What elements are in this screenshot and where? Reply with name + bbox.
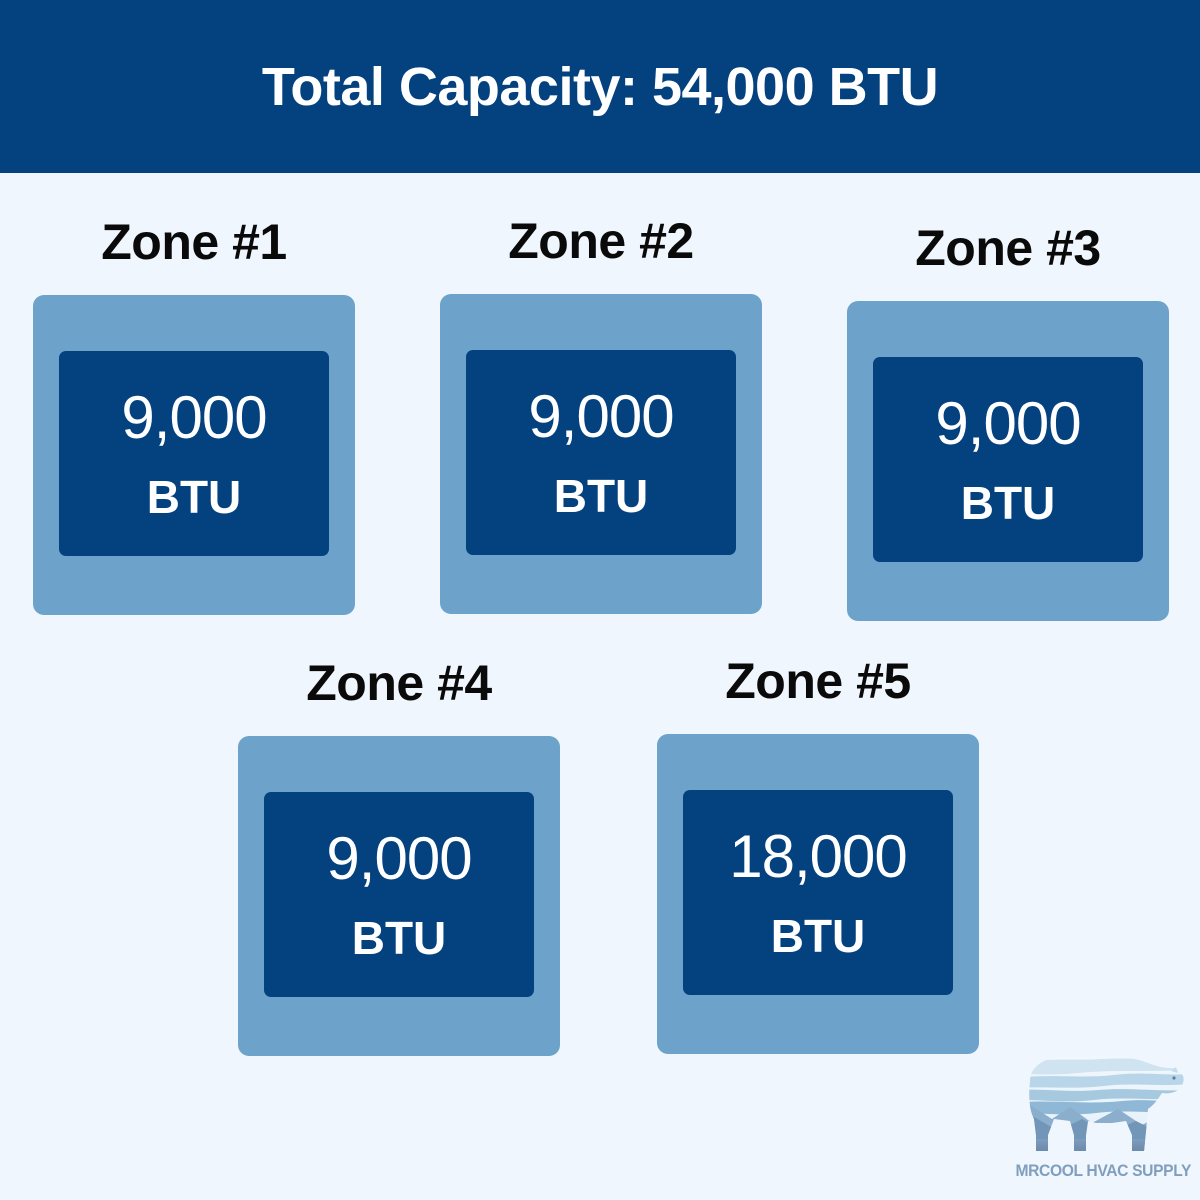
zone-card-4: 9,000 BTU [238,736,560,1056]
page-title: Total Capacity: 54,000 BTU [261,56,939,117]
zone-capacity-box-2: 9,000 BTU [466,350,736,555]
zone-capacity-box-1: 9,000 BTU [59,351,329,556]
zone-label-4: Zone #4 [306,655,492,711]
brand-logo-text: MRCOOL HVAC SUPPLY [1015,1161,1192,1180]
zone-card-2: 9,000 BTU [440,294,762,614]
zone-unit-4: BTU [351,911,447,964]
bear-eye-shape [1172,1076,1176,1080]
zone-capacity-box-3: 9,000 BTU [873,357,1143,562]
zone-unit-2: BTU [553,469,649,522]
zone-value-1: 9,000 [121,383,267,451]
zone-label-3: Zone #3 [915,220,1101,276]
zone-label-5: Zone #5 [725,653,911,709]
header-banner: Total Capacity: 54,000 BTU [0,0,1200,173]
zone-capacity-box-4: 9,000 BTU [264,792,534,997]
zone-block-5: Zone #5 18,000 BTU [657,656,979,1054]
zone-block-3: Zone #3 9,000 BTU [847,223,1169,621]
zone-card-1: 9,000 BTU [33,295,355,615]
zone-value-2: 9,000 [528,382,674,450]
zone-block-2: Zone #2 9,000 BTU [440,216,762,614]
zone-unit-1: BTU [146,470,242,523]
zone-capacity-box-5: 18,000 BTU [683,790,953,995]
zone-value-3: 9,000 [935,389,1081,457]
zone-unit-5: BTU [770,909,866,962]
brand-logo: MRCOOL HVAC SUPPLY [1008,1035,1194,1195]
zone-card-3: 9,000 BTU [847,301,1169,621]
zone-card-5: 18,000 BTU [657,734,979,1054]
zone-block-4: Zone #4 9,000 BTU [238,658,560,1056]
zone-unit-3: BTU [960,476,1056,529]
zone-value-4: 9,000 [326,824,472,892]
zones-container: Zone #1 9,000 BTU Zone #2 9,000 BTU Zone… [0,173,1200,1200]
polar-bear-icon [1008,1035,1194,1159]
zone-label-1: Zone #1 [101,214,287,270]
zone-value-5: 18,000 [729,822,908,890]
bear-ear-shape [1171,1067,1178,1073]
zone-block-1: Zone #1 9,000 BTU [33,217,355,615]
zone-label-2: Zone #2 [508,213,694,269]
